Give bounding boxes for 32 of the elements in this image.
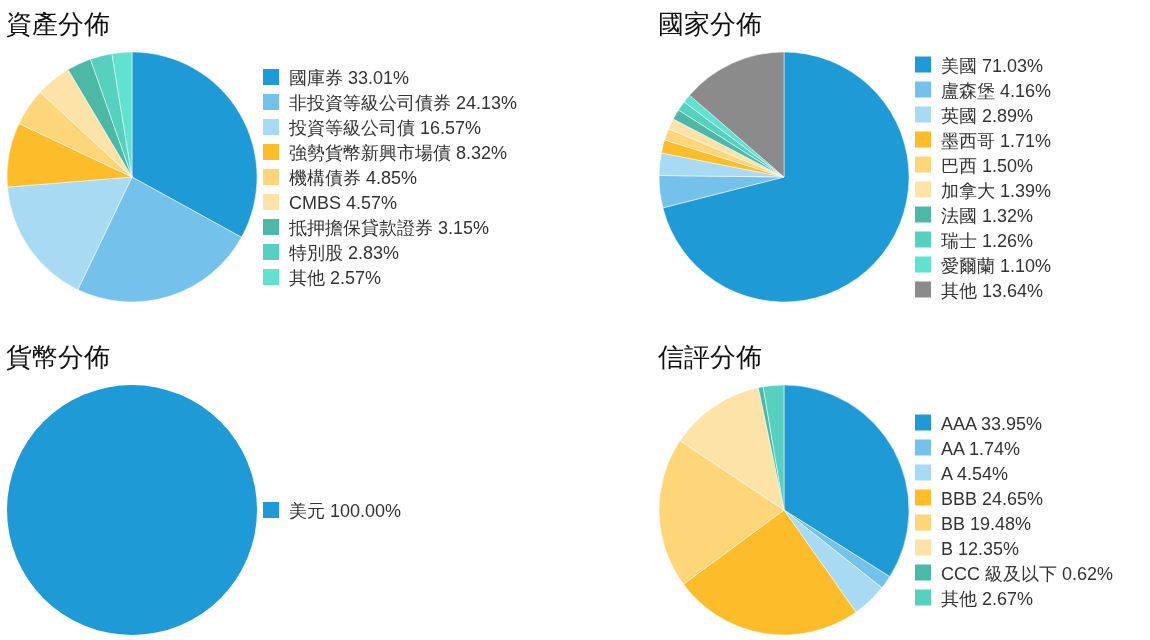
legend-label: 盧森堡 4.16% [941, 80, 1052, 101]
legend-label: 其他 13.64% [941, 280, 1044, 301]
legend-label: 英國 2.89% [941, 105, 1034, 126]
legend-label: 強勢貨幣新興市場債 8.32% [289, 143, 508, 163]
legend-label: 機構債券 4.85% [289, 168, 418, 188]
legend-label: 巴西 1.50% [941, 155, 1034, 176]
legend-label: 美元 100.00% [289, 501, 402, 521]
legend-label: 加拿大 1.39% [941, 180, 1052, 201]
chart-title: 國家分佈 [658, 9, 762, 39]
legend-label: 特別股 2.83% [289, 243, 400, 263]
legend-label: 瑞士 1.26% [941, 230, 1034, 251]
legend-label: 抵押擔保貸款證券 3.15% [288, 218, 490, 238]
legend-label: BB 19.48% [941, 513, 1032, 534]
legend-label: AAA 33.95% [941, 413, 1043, 434]
chart-title: 信評分佈 [658, 342, 762, 372]
legend-label: 投資等級公司債 16.57% [288, 118, 482, 138]
legend-label: CMBS 4.57% [289, 193, 398, 213]
legend-label: 法國 1.32% [941, 205, 1034, 226]
legend-label: 墨西哥 1.71% [941, 130, 1052, 151]
legend-label: 美國 71.03% [941, 55, 1044, 76]
legend-label: BBB 24.65% [941, 488, 1044, 509]
legend-label: A 4.54% [941, 463, 1009, 484]
legend-label: CCC 級及以下 0.62% [941, 563, 1114, 584]
legend-label: 其他 2.57% [289, 268, 382, 288]
legend-label: 國庫券 33.01% [289, 68, 410, 88]
legend-label: B 12.35% [941, 538, 1020, 559]
legend-label: 愛爾蘭 1.10% [941, 255, 1052, 276]
chart-title: 貨幣分佈 [6, 342, 110, 372]
legend-label: 其他 2.67% [941, 588, 1034, 609]
legend-label: AA 1.74% [941, 438, 1021, 459]
legend-label: 非投資等級公司債券 24.13% [289, 93, 518, 113]
chart-title: 資產分佈 [6, 9, 110, 39]
